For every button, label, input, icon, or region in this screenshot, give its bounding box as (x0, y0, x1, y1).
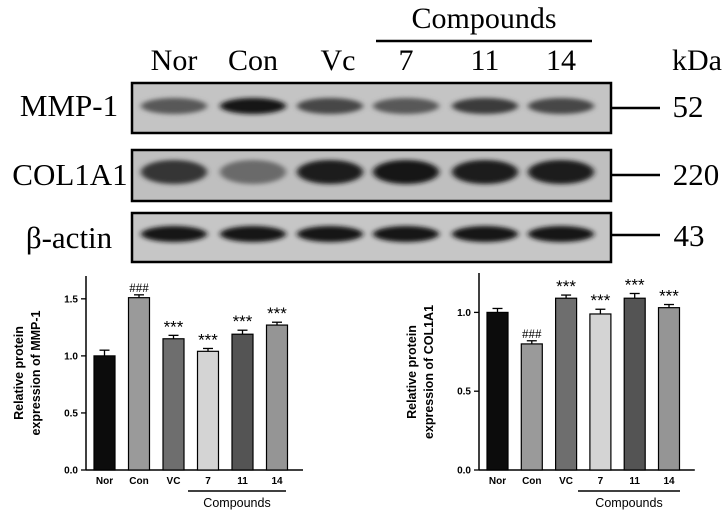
blot-band (141, 226, 207, 242)
significance-label: *** (267, 304, 287, 323)
y-tick-label: 0.5 (64, 408, 78, 419)
bar (265, 324, 289, 471)
x-tick-label: Nor (96, 476, 113, 487)
blot-strip-beta-actin (130, 211, 613, 264)
bar (554, 297, 578, 471)
lane-label-14: 14 (546, 44, 576, 77)
blot-band (528, 226, 594, 242)
blot-band (528, 160, 594, 184)
lane-label-con: Con (228, 44, 278, 77)
bar (486, 311, 509, 471)
protein-label-col1a1: COL1A1 (12, 157, 127, 192)
protein-label-beta-actin: β-actin (26, 220, 113, 255)
bar (589, 313, 612, 471)
blot-band (220, 98, 286, 114)
compounds-group-label: Compounds (203, 496, 270, 510)
blot-band (373, 98, 439, 114)
blot-band (452, 98, 518, 114)
bar (520, 343, 543, 471)
y-axis-label: expression of MMP-1 (29, 310, 43, 435)
compounds-group-header: Compounds (411, 2, 556, 35)
significance-label: *** (233, 312, 253, 331)
x-tick-label: Con (522, 476, 541, 487)
lane-label-vc: Vc (321, 44, 356, 77)
compounds-group-label: Compounds (595, 496, 662, 510)
blot-band (373, 226, 439, 242)
blot-band (141, 98, 207, 114)
x-tick-label: 7 (598, 476, 604, 487)
x-tick-label: VC (167, 476, 181, 487)
x-tick-label: Nor (489, 476, 506, 487)
significance-label: *** (625, 275, 645, 294)
significance-label: ### (129, 280, 149, 295)
y-axis-label: Relative protein (405, 325, 419, 419)
kda-unit-label: kDa (672, 44, 722, 77)
kda-value-220: 220 (673, 157, 720, 192)
bar (231, 333, 254, 471)
blot-band (297, 98, 363, 114)
bar (623, 297, 646, 471)
col1a1-bar-chart: 0.0 0.5 1.0 Relative protein expression of C… (405, 273, 695, 510)
significance-label: *** (198, 330, 218, 349)
blot-bands (141, 98, 594, 242)
y-tick-label: 0.0 (64, 466, 78, 477)
y-tick-label: 1.5 (64, 294, 78, 305)
blot-band (141, 160, 207, 184)
blot-band (452, 226, 518, 242)
blot-band (297, 160, 363, 184)
blot-band (220, 160, 286, 184)
significance-label: *** (556, 277, 576, 296)
lane-label-7: 7 (399, 44, 414, 77)
significance-label: *** (164, 317, 184, 336)
kda-value-43: 43 (674, 218, 705, 253)
significance-label: *** (659, 287, 679, 306)
blot-band (452, 160, 518, 184)
western-blot-panel: Compounds Nor Con Vc 7 11 14 kDa MMP-1 C… (12, 2, 722, 264)
bar (162, 338, 185, 471)
bar (657, 307, 681, 471)
bar (93, 355, 116, 471)
x-tick-label: 14 (663, 476, 675, 487)
protein-label-mmp1: MMP-1 (20, 88, 118, 123)
y-axis-label: expression of COL1A1 (422, 305, 436, 439)
y-axis-label: Relative protein (12, 326, 26, 420)
x-tick-label: 11 (629, 476, 640, 487)
significance-label: *** (590, 291, 610, 310)
bar (127, 297, 151, 471)
y-tick-label: 0.5 (457, 387, 471, 398)
mmp1-bar-chart: 0.0 0.5 1.0 1.5 Relative protein expression o… (12, 276, 303, 510)
y-tick-label: 1.0 (457, 308, 471, 319)
blot-band (528, 98, 594, 114)
lane-label-nor: Nor (151, 44, 198, 77)
x-tick-label: VC (559, 476, 573, 487)
bar (196, 350, 220, 471)
x-tick-label: 11 (237, 476, 248, 487)
lane-label-11: 11 (471, 44, 500, 77)
blot-band (220, 226, 286, 242)
significance-label: ### (522, 326, 542, 341)
blot-band (373, 160, 439, 184)
y-tick-label: 0.0 (457, 466, 471, 477)
x-tick-label: 7 (205, 476, 211, 487)
y-tick-label: 1.0 (64, 351, 78, 362)
x-tick-label: 14 (271, 476, 283, 487)
x-tick-label: Con (129, 476, 148, 487)
kda-value-52: 52 (673, 89, 704, 124)
blot-band (297, 226, 363, 242)
